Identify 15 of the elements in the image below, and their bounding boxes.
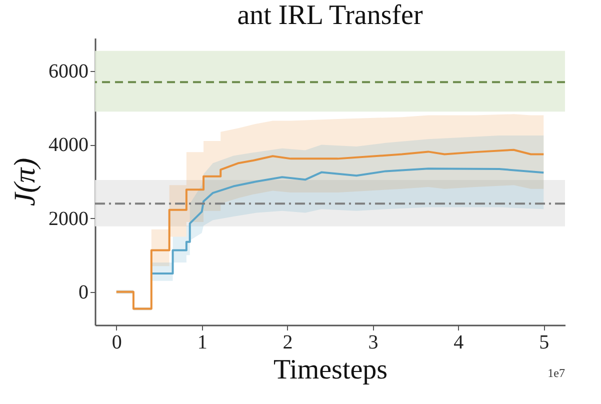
y-tick-label: 0	[78, 281, 88, 304]
y-tick-label: 4000	[48, 134, 88, 156]
chart-title: ant IRL Transfer	[237, 0, 424, 31]
x-tick-label: 1	[197, 332, 208, 354]
x-tick-label: 5	[539, 332, 550, 354]
x-tick-label: 2	[282, 332, 293, 354]
line-series	[150, 168, 545, 274]
y-tick-label: 6000	[48, 60, 88, 83]
x-tick-label: 0	[112, 332, 122, 354]
y-axis-title: J(π)	[8, 158, 42, 206]
y-tick-label: 2000	[48, 208, 88, 230]
x-axis-title: Timesteps	[273, 354, 388, 386]
text: 1e7	[548, 366, 565, 380]
x-tick-label: 3	[368, 332, 378, 354]
x-tick-label: 4	[454, 332, 464, 354]
